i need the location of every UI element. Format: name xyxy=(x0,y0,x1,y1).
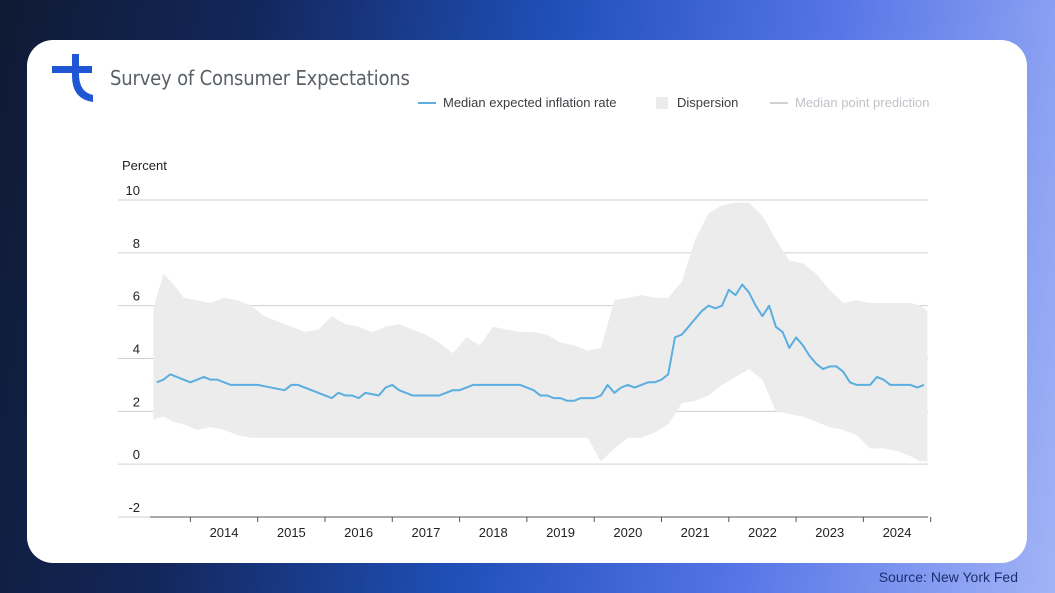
y-tick-label: 2 xyxy=(133,394,140,409)
legend-label-point-prediction: Median point prediction xyxy=(795,95,930,110)
y-tick-label: 6 xyxy=(133,289,140,304)
y-axis-label: Percent xyxy=(122,158,167,173)
x-tick-label: 2020 xyxy=(613,525,642,540)
x-tick-label: 2023 xyxy=(815,525,844,540)
y-tick-label: -2 xyxy=(128,500,140,515)
x-tick-label: 2014 xyxy=(210,525,239,540)
y-tick-label: 4 xyxy=(133,342,140,357)
page-title: Survey of Consumer Expectations xyxy=(110,66,410,90)
legend-line-swatch xyxy=(418,101,436,104)
y-tick-label: 10 xyxy=(126,183,140,198)
x-tick-label: 2015 xyxy=(277,525,306,540)
y-tick-label: 8 xyxy=(133,236,140,251)
x-tick-label: 2024 xyxy=(883,525,912,540)
legend-box-swatch xyxy=(656,96,668,109)
dispersion-band xyxy=(153,202,928,462)
legend-item-point-prediction[interactable]: Median point prediction xyxy=(770,95,929,110)
series-line-median-expected-inflation xyxy=(156,283,925,402)
x-tick-label: 2019 xyxy=(546,525,575,540)
legend-item-median-rate[interactable]: Median expected inflation rate xyxy=(418,95,616,110)
x-tick-label: 2016 xyxy=(344,525,373,540)
line-layer xyxy=(156,283,925,402)
legend-label-median-rate: Median expected inflation rate xyxy=(443,95,617,110)
x-tick-label: 2018 xyxy=(479,525,508,540)
legend-line-swatch xyxy=(770,101,788,104)
x-tick-label: 2017 xyxy=(411,525,440,540)
source-note: Source: New York Fed xyxy=(878,569,1018,585)
brand-logo-icon xyxy=(52,54,93,102)
legend-label-dispersion: Dispersion xyxy=(677,95,739,110)
x-tick-label: 2022 xyxy=(748,525,777,540)
legend-item-dispersion[interactable]: Dispersion xyxy=(656,95,738,110)
y-tick-label: 0 xyxy=(133,447,140,462)
band-layer xyxy=(153,202,928,462)
x-tick-label: 2021 xyxy=(681,525,710,540)
tick-layer: 10 8 6 4 2 0 -2 2014 2015 2016 2017 2018 2019 2020 202… xyxy=(126,183,932,540)
